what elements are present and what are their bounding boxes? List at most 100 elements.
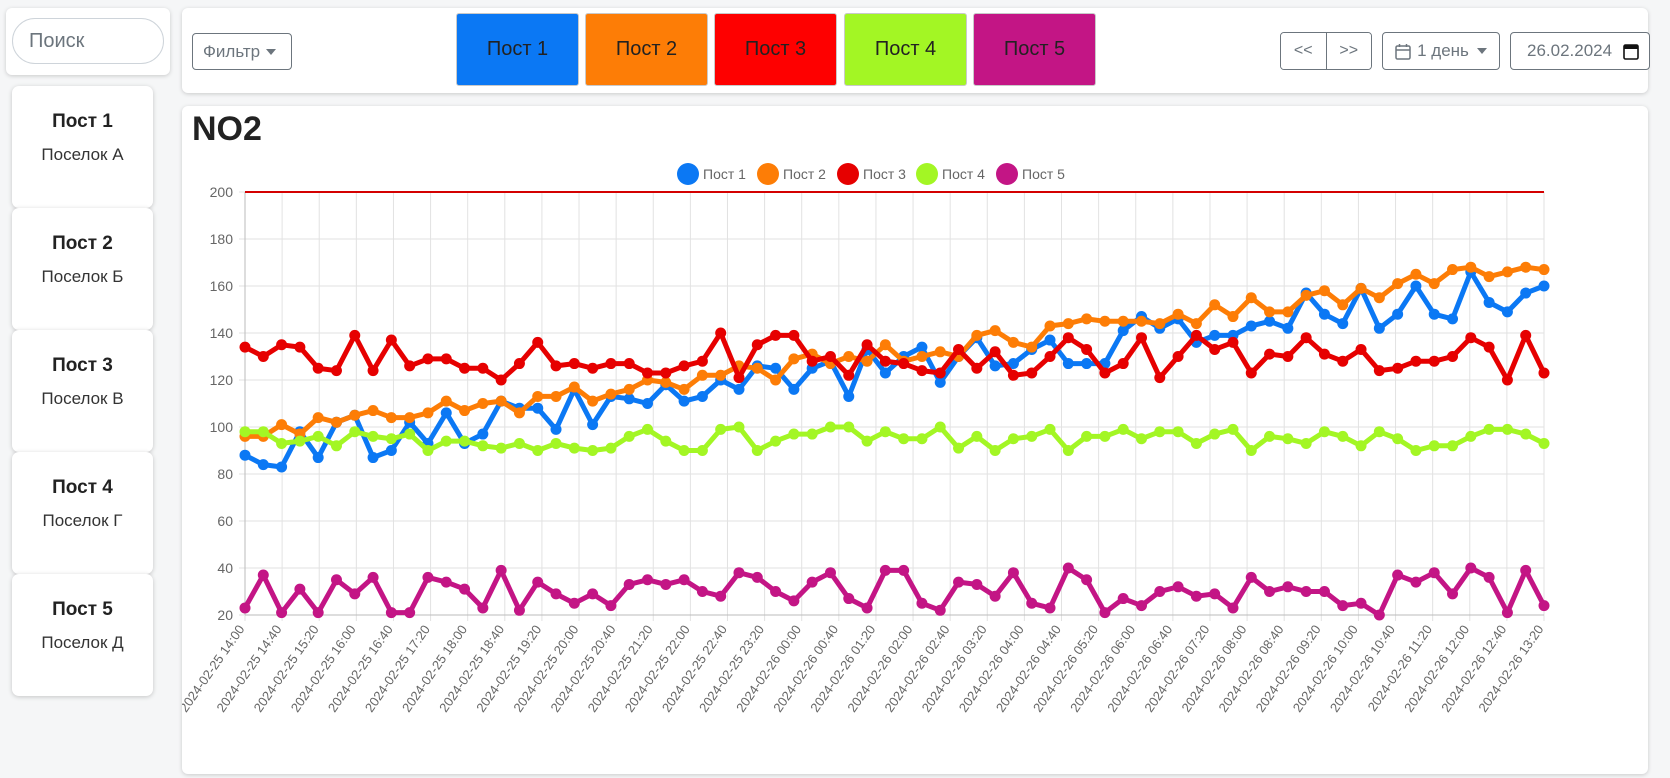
data-point-post-5 xyxy=(513,604,525,616)
data-point-post-5 xyxy=(568,597,580,609)
data-point-post-5 xyxy=(1392,569,1404,581)
y-tick-label: 200 xyxy=(210,184,234,200)
data-point-post-4 xyxy=(715,423,727,435)
sidebar-post-card-3[interactable]: Пост 3 Поселок В xyxy=(12,330,153,452)
data-point-post-2 xyxy=(587,395,599,407)
post-toggle-button-1[interactable]: Пост 1 xyxy=(456,13,579,86)
data-point-post-4 xyxy=(1026,430,1038,442)
x-tick-label: 2024-02-26 03:20 xyxy=(919,622,990,715)
data-point-post-3 xyxy=(971,362,983,374)
period-label: 1 день xyxy=(1417,41,1469,60)
data-point-post-4 xyxy=(1099,430,1111,442)
data-point-post-5 xyxy=(1044,602,1056,614)
data-point-post-4 xyxy=(605,442,617,454)
data-point-post-2 xyxy=(385,412,397,424)
data-point-post-5 xyxy=(1501,607,1513,619)
data-point-post-4 xyxy=(330,440,342,452)
data-point-post-2 xyxy=(1154,318,1166,330)
data-point-post-2 xyxy=(1355,282,1367,294)
next-period-button[interactable]: >> xyxy=(1325,33,1371,69)
data-point-post-3 xyxy=(824,351,836,362)
x-tick-label: 2024-02-26 08:00 xyxy=(1178,622,1249,715)
y-tick-label: 100 xyxy=(210,419,234,435)
post-card-location: Поселок Б xyxy=(41,267,124,286)
post-card-name: Пост 3 xyxy=(52,355,113,376)
data-point-post-4 xyxy=(989,445,1001,456)
data-point-post-5 xyxy=(367,571,379,583)
data-point-post-4 xyxy=(495,442,507,454)
data-point-post-4 xyxy=(623,430,635,442)
data-point-post-5 xyxy=(788,595,800,607)
data-point-post-1 xyxy=(934,376,946,388)
data-point-post-5 xyxy=(1355,597,1367,609)
data-point-post-2 xyxy=(1318,285,1330,297)
data-point-post-3 xyxy=(532,336,544,348)
sidebar-post-card-1[interactable]: Пост 1 Поселок А xyxy=(12,86,153,208)
x-tick-label: 2024-02-26 10:40 xyxy=(1327,622,1398,715)
x-tick-label: 2024-02-26 12:00 xyxy=(1401,622,1472,715)
x-tick-label: 2024-02-26 13:20 xyxy=(1475,622,1546,715)
data-point-post-1 xyxy=(678,395,690,407)
data-point-post-4 xyxy=(1447,440,1459,452)
search-input[interactable] xyxy=(12,18,164,64)
data-point-post-3 xyxy=(1410,355,1422,367)
data-point-post-2 xyxy=(477,398,489,409)
data-point-post-5 xyxy=(696,586,708,597)
data-point-post-3 xyxy=(660,367,672,379)
x-tick-label: 2024-02-26 04:40 xyxy=(993,622,1064,715)
data-point-post-2 xyxy=(1447,264,1459,276)
data-point-post-4 xyxy=(861,435,873,447)
data-point-post-1 xyxy=(1282,322,1294,334)
data-point-post-1 xyxy=(1428,308,1440,320)
data-point-post-1 xyxy=(1264,315,1276,327)
sidebar-post-card-5[interactable]: Пост 5 Поселок Д xyxy=(12,574,153,696)
data-point-post-3 xyxy=(385,334,397,346)
prev-period-button[interactable]: << xyxy=(1281,33,1326,69)
data-point-post-4 xyxy=(1007,433,1019,445)
x-tick-label: 2024-02-25 20:40 xyxy=(547,622,618,715)
post-toggle-button-2[interactable]: Пост 2 xyxy=(585,13,708,86)
legend-marker-post-4 xyxy=(916,163,938,185)
data-point-post-5 xyxy=(532,576,544,588)
data-point-post-1 xyxy=(1410,280,1422,292)
x-tick-label: 2024-02-26 00:40 xyxy=(770,622,841,715)
data-point-post-2 xyxy=(623,383,635,395)
data-point-post-5 xyxy=(239,602,251,614)
x-tick-label: 2024-02-25 21:20 xyxy=(585,622,656,715)
data-point-post-2 xyxy=(770,374,782,386)
data-point-post-4 xyxy=(1428,440,1440,452)
data-point-post-2 xyxy=(971,329,983,341)
data-point-post-4 xyxy=(1062,445,1074,456)
data-point-post-5 xyxy=(1154,586,1166,597)
data-point-post-1 xyxy=(1081,358,1093,370)
sidebar-post-card-4[interactable]: Пост 4 Поселок Г xyxy=(12,452,153,574)
data-point-post-1 xyxy=(1117,325,1129,337)
data-point-post-1 xyxy=(1520,287,1532,299)
data-point-post-2 xyxy=(1062,318,1074,330)
data-point-post-2 xyxy=(312,412,324,424)
period-dropdown-button[interactable]: 1 день xyxy=(1382,32,1500,70)
data-point-post-2 xyxy=(1264,306,1276,318)
data-point-post-2 xyxy=(1209,299,1221,311)
data-point-post-4 xyxy=(934,421,946,433)
post-toggle-button-3[interactable]: Пост 3 xyxy=(714,13,837,86)
date-input[interactable]: 26.02.2024 xyxy=(1510,32,1650,70)
post-toggle-button-5[interactable]: Пост 5 xyxy=(973,13,1096,86)
data-point-post-5 xyxy=(550,588,562,600)
data-point-post-4 xyxy=(843,421,855,433)
data-point-post-1 xyxy=(843,390,855,402)
data-point-post-1 xyxy=(532,402,544,414)
post-toggle-button-4[interactable]: Пост 4 xyxy=(844,13,967,86)
data-point-post-2 xyxy=(422,407,434,419)
calendar-picker-icon[interactable] xyxy=(1623,43,1639,60)
data-point-post-2 xyxy=(1099,315,1111,327)
data-point-post-4 xyxy=(1300,437,1312,449)
data-point-post-4 xyxy=(1538,437,1550,449)
filter-dropdown-button[interactable]: Фильтр xyxy=(192,33,292,70)
data-point-post-5 xyxy=(934,604,946,616)
sidebar-post-card-2[interactable]: Пост 2 Поселок Б xyxy=(12,208,153,330)
y-tick-label: 120 xyxy=(210,372,234,388)
data-point-post-2 xyxy=(1117,315,1129,327)
data-point-post-3 xyxy=(1154,372,1166,384)
data-point-post-2 xyxy=(934,346,946,358)
